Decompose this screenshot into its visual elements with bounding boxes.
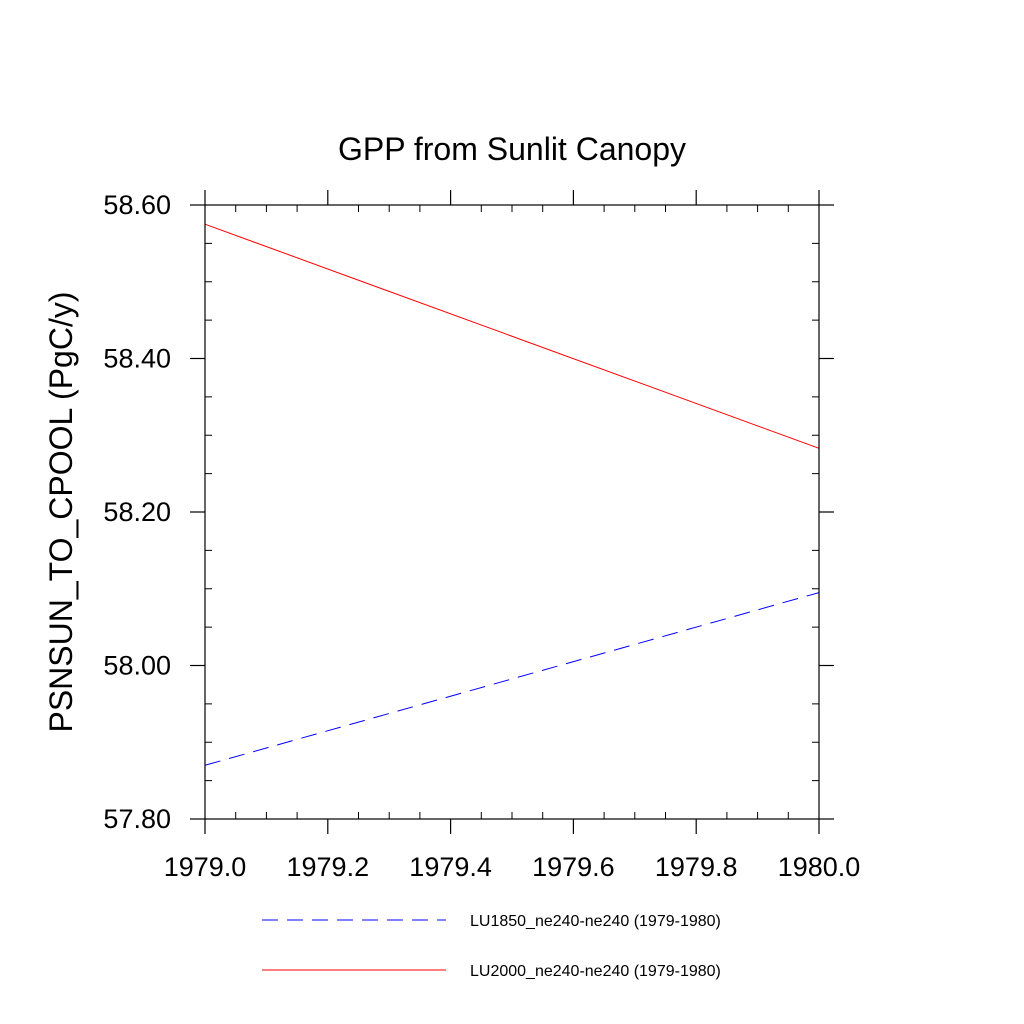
x-tick-label: 1979.6 (532, 852, 615, 882)
y-tick-label: 58.40 (103, 344, 171, 374)
series-line (204, 592, 820, 766)
legend-label: LU1850_ne240-ne240 (1979-1980) (470, 913, 721, 930)
y-tick-label: 57.80 (103, 804, 171, 834)
y-tick-label: 58.20 (103, 497, 171, 527)
major-ticks (190, 190, 834, 834)
y-tick-label: 58.60 (103, 190, 171, 220)
plot-frame (204, 204, 820, 820)
series-line (204, 223, 820, 449)
y-tick-label: 58.00 (103, 651, 171, 681)
x-tick-label: 1979.2 (287, 852, 370, 882)
minor-ticks (205, 205, 819, 819)
x-tick-label: 1979.0 (164, 852, 247, 882)
x-tick-label: 1980.0 (778, 852, 861, 882)
legend: LU1850_ne240-ne240 (1979-1980) LU2000_ne2… (262, 913, 721, 980)
x-tick-label: 1979.8 (655, 852, 738, 882)
chart-title: GPP from Sunlit Canopy (338, 131, 686, 167)
series-lines (204, 223, 820, 766)
tick-labels: 1979.0 1979.2 1979.4 1979.6 1979.8 1980.0 57.8… (103, 190, 860, 882)
y-axis-label: PSNSUN_TO_CPOOL (PgC/y) (43, 292, 79, 733)
legend-label: LU2000_ne240-ne240 (1979-1980) (470, 963, 721, 980)
x-tick-label: 1979.4 (409, 852, 492, 882)
